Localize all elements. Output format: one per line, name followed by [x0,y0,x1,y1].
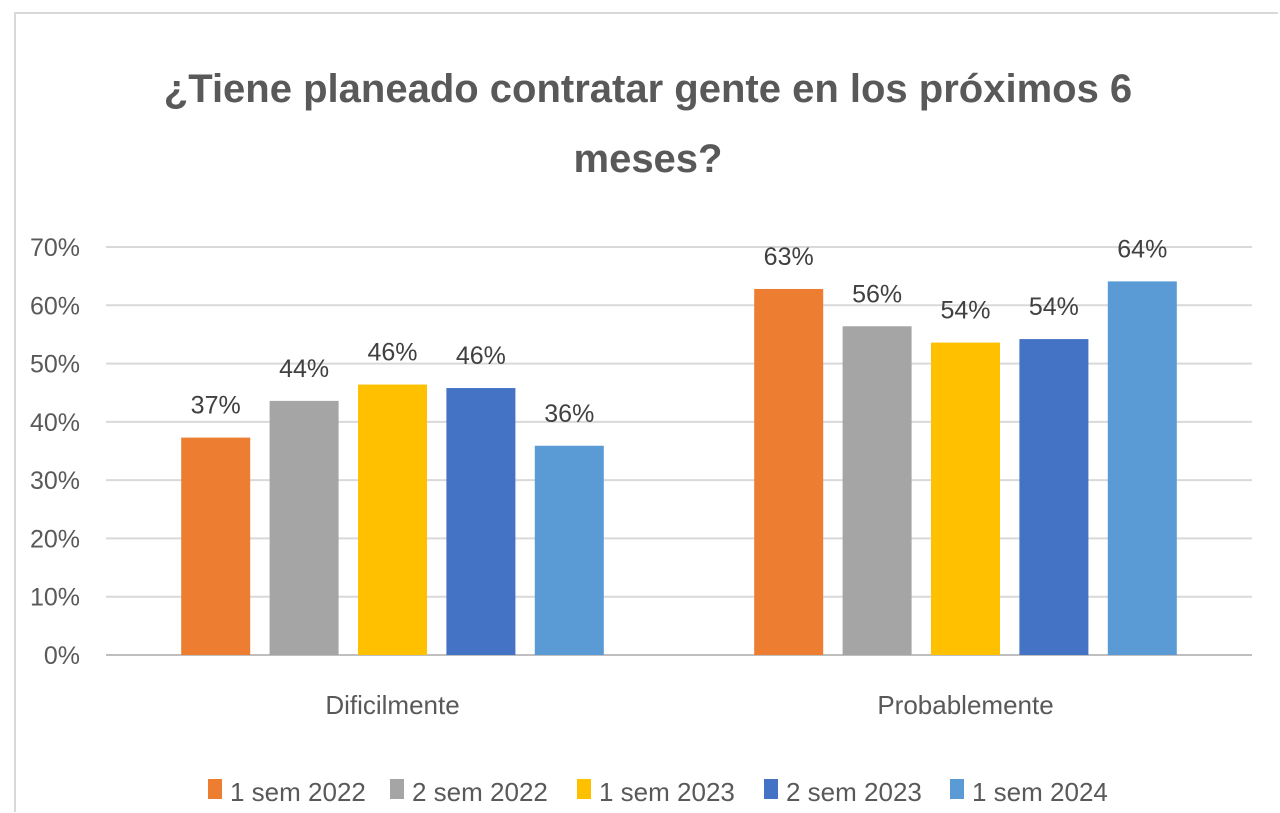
chart-title-line-1: ¿Tiene planeado contratar gente en los p… [164,67,1132,111]
data-label: 44% [279,355,329,383]
legend-label: 2 sem 2023 [786,777,922,807]
data-label: 37% [191,392,241,420]
bar [358,384,427,655]
data-label: 46% [367,339,417,367]
legend-label: 1 sem 2024 [972,777,1108,807]
bar [534,445,604,655]
legend-swatch [764,779,778,799]
category-label: Probablemente [877,690,1053,720]
legend-swatch [950,779,964,799]
y-tick-label: 20% [30,525,80,553]
legend-swatch [208,779,222,799]
bar [931,342,1000,655]
legend-swatch [390,779,404,799]
data-label: 46% [456,342,506,370]
bars [181,281,1177,655]
legend-item[interactable]: 1 sem 2023 [577,777,735,807]
y-tick-label: 60% [30,292,80,320]
legend-swatch [577,779,591,799]
data-labels: 37% 44% 46% 46% 36% 63% 56% 54% 54% 64% [191,235,1168,427]
chart-frame [14,12,1278,812]
bar [1107,281,1177,655]
legend-item[interactable]: 2 sem 2022 [390,777,548,807]
bar [446,388,516,655]
y-tick-label: 40% [30,409,80,437]
y-tick-label: 70% [30,234,80,262]
legend-label: 1 sem 2023 [599,777,735,807]
category-label: Dificilmente [325,690,459,720]
legend-label: 1 sem 2022 [230,777,366,807]
chart-title-line-2: meses? [574,137,723,181]
category-labels: Dificilmente Probablemente [325,690,1053,720]
bar [754,288,824,655]
data-label: 56% [852,280,902,308]
data-label: 54% [1029,293,1079,321]
data-label: 64% [1117,235,1167,263]
legend[interactable]: 1 sem 2022 2 sem 2022 1 sem 2023 2 sem 2023… [208,777,1108,807]
data-label: 36% [544,400,594,428]
legend-label: 2 sem 2022 [412,777,548,807]
legend-item[interactable]: 2 sem 2023 [764,777,922,807]
y-axis-ticks: 0% 10% 20% 30% 40% 50% 60% 70% [30,234,80,670]
data-label: 54% [940,297,990,325]
bar [842,326,912,655]
bar [1019,339,1089,655]
bar [269,400,339,655]
y-tick-label: 0% [44,642,80,670]
y-tick-label: 50% [30,351,80,379]
y-tick-label: 10% [30,584,80,612]
bar [181,437,251,655]
legend-item[interactable]: 1 sem 2024 [950,777,1108,807]
y-tick-label: 30% [30,467,80,495]
data-label: 63% [764,243,814,271]
legend-item[interactable]: 1 sem 2022 [208,777,366,807]
